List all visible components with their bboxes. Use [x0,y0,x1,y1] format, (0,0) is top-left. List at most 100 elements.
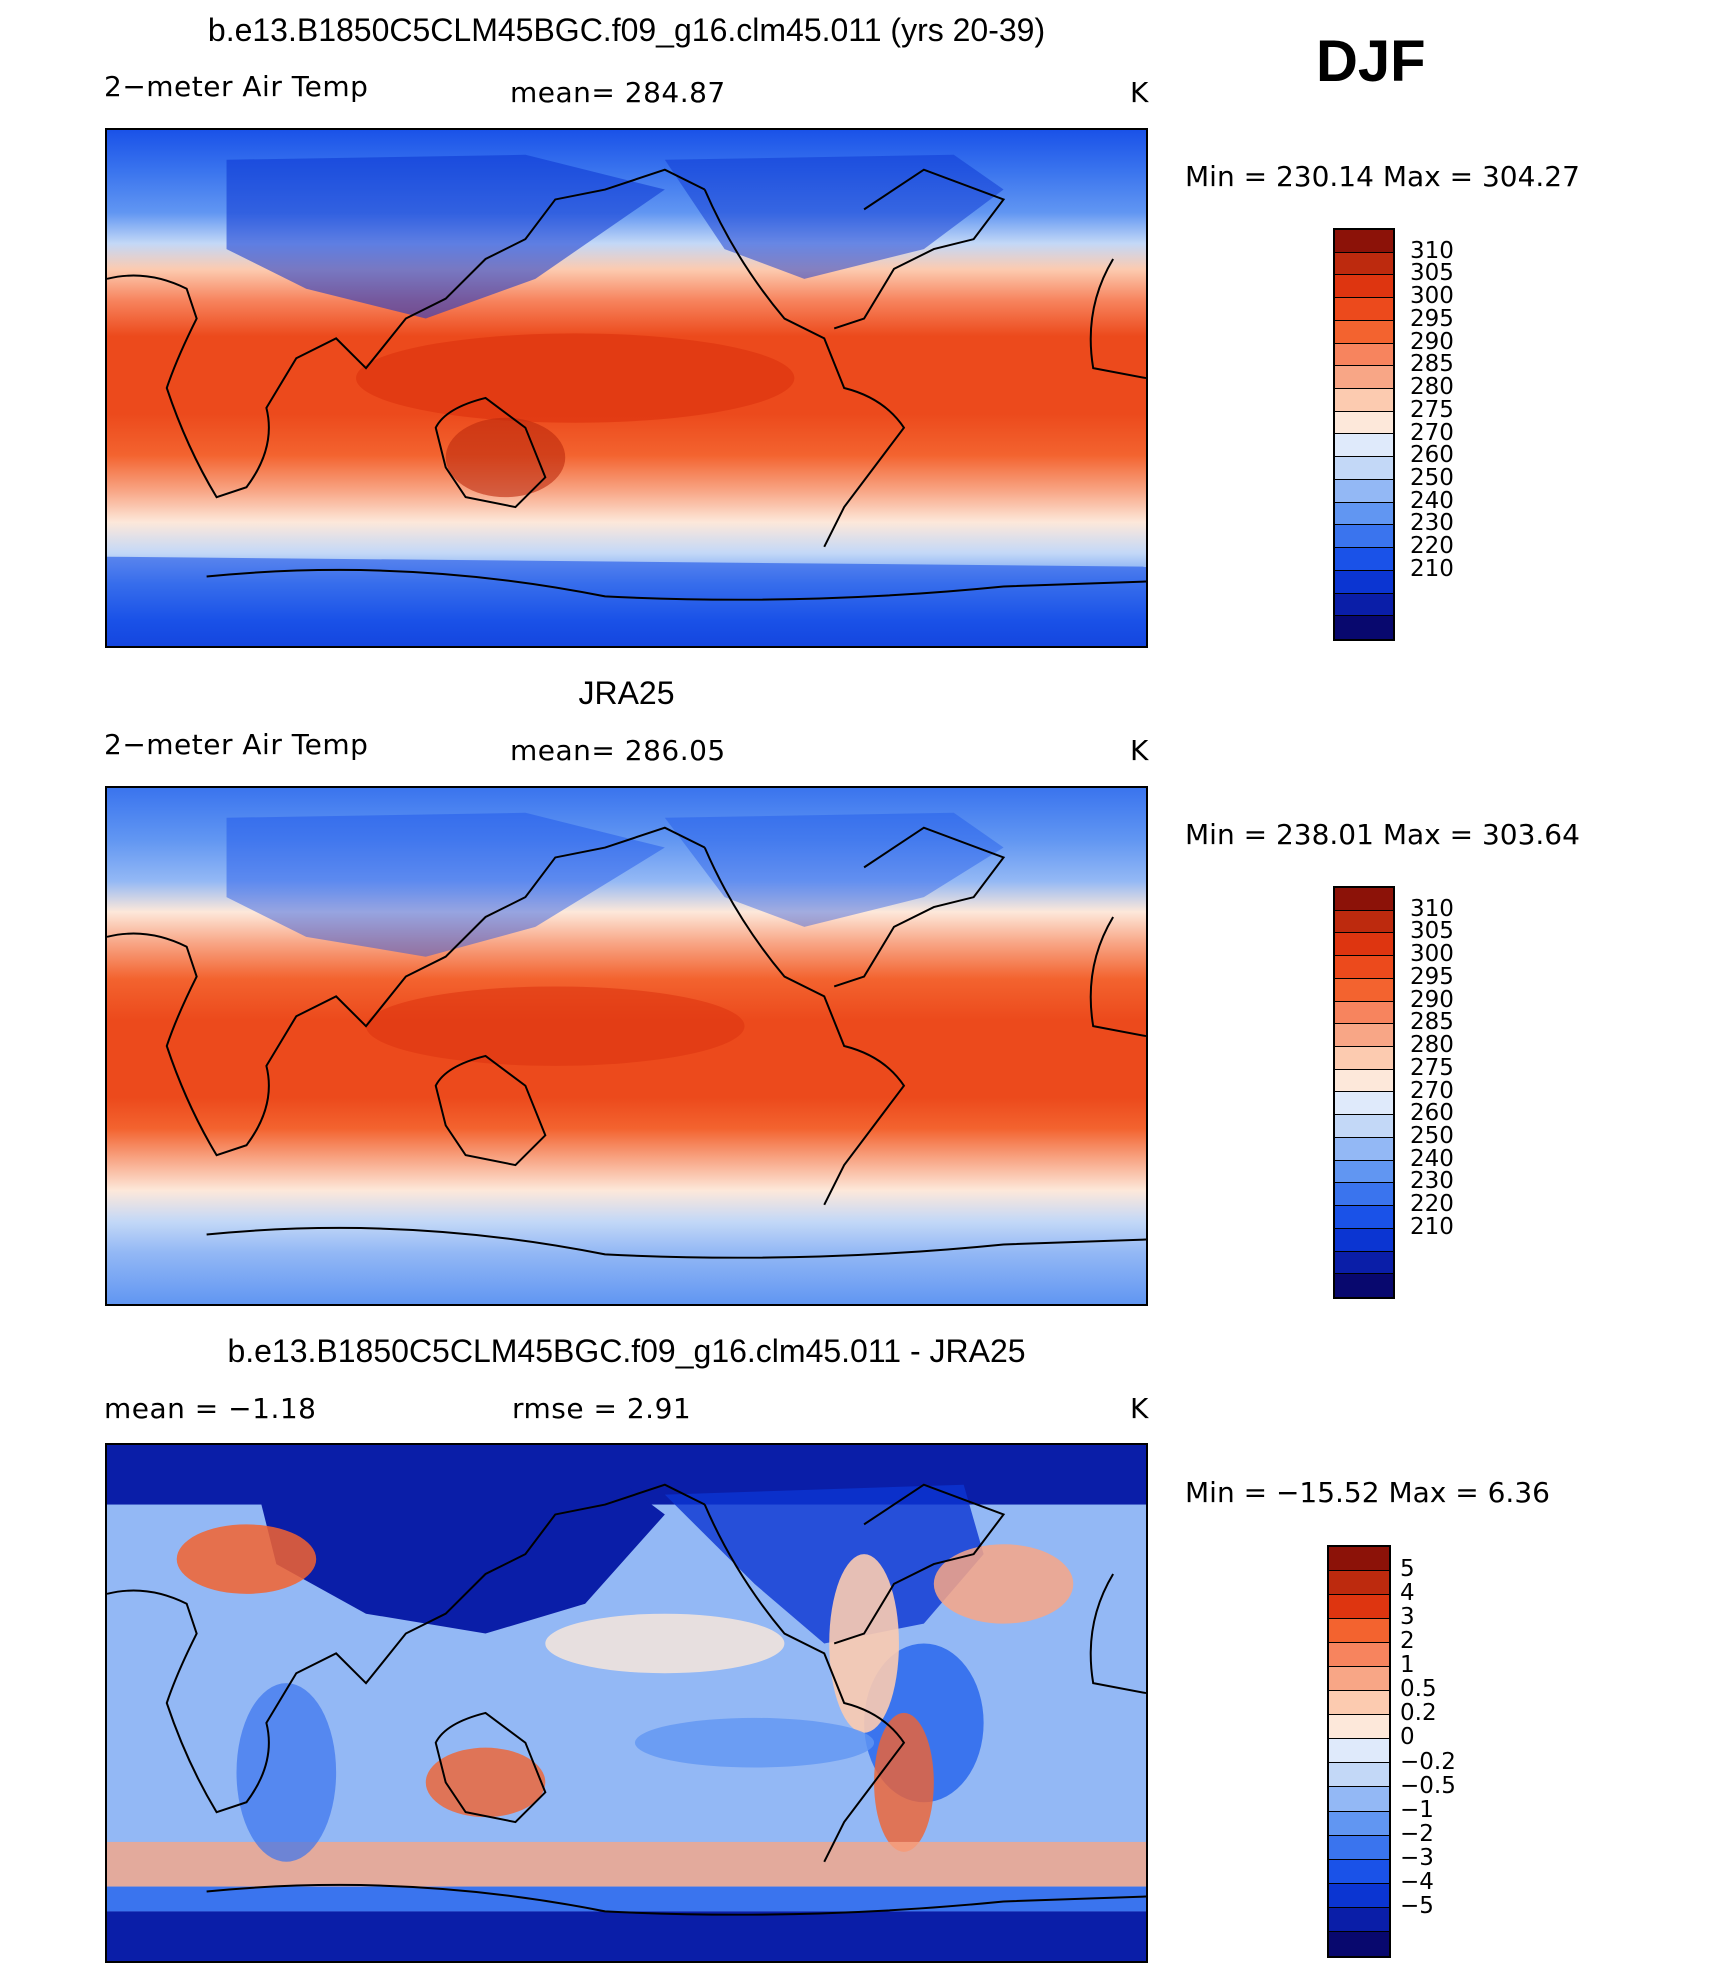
colorbar-label: 275 [1410,1054,1454,1081]
colorbar-label: 305 [1410,918,1454,945]
colorbar-segment [1329,1859,1389,1884]
colorbar-label: 210 [1410,555,1454,582]
colorbar-label: 4 [1400,1580,1415,1607]
colorbar-label: 0.2 [1400,1700,1437,1727]
colorbar-label: 260 [1410,442,1454,469]
colorbar-segment [1335,1069,1393,1093]
colorbar-segment [1335,502,1393,526]
colorbar-label: 300 [1410,283,1454,310]
panel1-map-svg [107,130,1146,646]
colorbar-segment [1335,230,1393,253]
panel2-colorbar [1333,886,1395,1299]
colorbar-segment [1335,1137,1393,1161]
colorbar-segment [1329,1595,1389,1620]
colorbar-segment [1329,1547,1389,1572]
panel3-mean-label: mean = −1.18 [104,1392,317,1425]
colorbar-segment [1329,1811,1389,1836]
colorbar-label: 305 [1410,260,1454,287]
colorbar-label: 1 [1400,1652,1415,1679]
colorbar-segment [1329,1787,1389,1812]
colorbar-segment [1329,1571,1389,1596]
colorbar-label: −4 [1400,1868,1434,1895]
colorbar-segment [1329,1643,1389,1668]
colorbar-segment [1329,1667,1389,1692]
panel2-title: JRA25 [578,675,675,711]
colorbar-segment [1335,616,1393,639]
panel3-minmax: Min = −15.52 Max = 6.36 [1185,1476,1550,1509]
colorbar-segment [1335,956,1393,979]
colorbar-segment [1329,1691,1389,1716]
colorbar-segment [1335,1024,1393,1048]
colorbar-segment [1335,343,1393,367]
panel2-minmax: Min = 238.01 Max = 303.64 [1185,818,1580,851]
colorbar-label: 310 [1410,237,1454,264]
colorbar-segment [1335,593,1393,617]
colorbar-segment [1335,1274,1393,1297]
colorbar-segment [1329,1883,1389,1908]
colorbar-label: 285 [1410,1009,1454,1036]
colorbar-label: −3 [1400,1844,1434,1871]
panel2-variable-label: 2−meter Air Temp [104,728,369,761]
colorbar-label: 290 [1410,328,1454,355]
colorbar-segment [1335,252,1393,276]
panel2-units-label: K [1130,734,1149,767]
colorbar-segment [1335,1228,1393,1252]
colorbar-segment [1335,1092,1393,1116]
colorbar-segment [1335,525,1393,549]
colorbar-label: 240 [1410,487,1454,514]
colorbar-label: −2 [1400,1820,1434,1847]
colorbar-label: 220 [1410,533,1454,560]
panel1-colorbar-labels: 310 305 300 295 290 285 280 275 270 260 250 240 230 2… [1410,228,1490,641]
colorbar-segment [1329,1739,1389,1764]
panel2-colorbar-labels: 310 305 300 295 290 285 280 275 270 260 250 240 230 2… [1410,886,1490,1299]
colorbar-label: 300 [1410,941,1454,968]
colorbar-label: 275 [1410,396,1454,423]
colorbar-segment [1335,275,1393,299]
colorbar-segment [1335,411,1393,435]
colorbar-segment [1335,1183,1393,1207]
season-label: DJF [1316,29,1426,94]
panel3-rmse-label: rmse = 2.91 [512,1392,692,1425]
colorbar-segment [1335,933,1393,957]
colorbar-label: 230 [1410,1168,1454,1195]
panel1-colorbar [1333,228,1395,641]
panel3-units-label: K [1130,1392,1149,1425]
colorbar-segment [1335,978,1393,1002]
colorbar-label: 280 [1410,374,1454,401]
colorbar-label: 3 [1400,1604,1415,1631]
colorbar-label: 260 [1410,1100,1454,1127]
colorbar-label: 210 [1410,1213,1454,1240]
panel3-map [105,1443,1148,1963]
colorbar-segment [1335,479,1393,503]
colorbar-label: 295 [1410,305,1454,332]
colorbar-segment [1329,1763,1389,1788]
panel1-map [105,128,1148,648]
colorbar-segment [1335,389,1393,412]
panel1-variable-label: 2−meter Air Temp [104,70,369,103]
panel2-map [105,786,1148,1306]
colorbar-segment [1329,1907,1389,1932]
colorbar-segment [1335,1001,1393,1025]
colorbar-segment [1335,298,1393,321]
colorbar-segment [1329,1835,1389,1860]
colorbar-segment [1329,1715,1389,1740]
colorbar-label: 230 [1410,510,1454,537]
panel1-title: b.e13.B1850C5CLM45BGC.f09_g16.clm45.011 … [207,12,1046,48]
panel2-map-svg [107,788,1146,1304]
panel2-mean-label: mean= 286.05 [510,734,726,767]
colorbar-label: 0 [1400,1724,1415,1751]
colorbar-segment [1335,888,1393,911]
colorbar-segment [1335,1206,1393,1229]
colorbar-label: 0.5 [1400,1676,1437,1703]
panel3-colorbar [1327,1545,1391,1958]
colorbar-label: 270 [1410,1077,1454,1104]
colorbar-segment [1335,434,1393,458]
colorbar-label: 240 [1410,1145,1454,1172]
colorbar-segment [1335,366,1393,390]
colorbar-segment [1335,1115,1393,1138]
colorbar-label: 250 [1410,464,1454,491]
colorbar-label: 250 [1410,1122,1454,1149]
panel3-title: b.e13.B1850C5CLM45BGC.f09_g16.clm45.011 … [227,1333,1026,1369]
colorbar-label: −1 [1400,1796,1434,1823]
colorbar-label: 295 [1410,963,1454,990]
